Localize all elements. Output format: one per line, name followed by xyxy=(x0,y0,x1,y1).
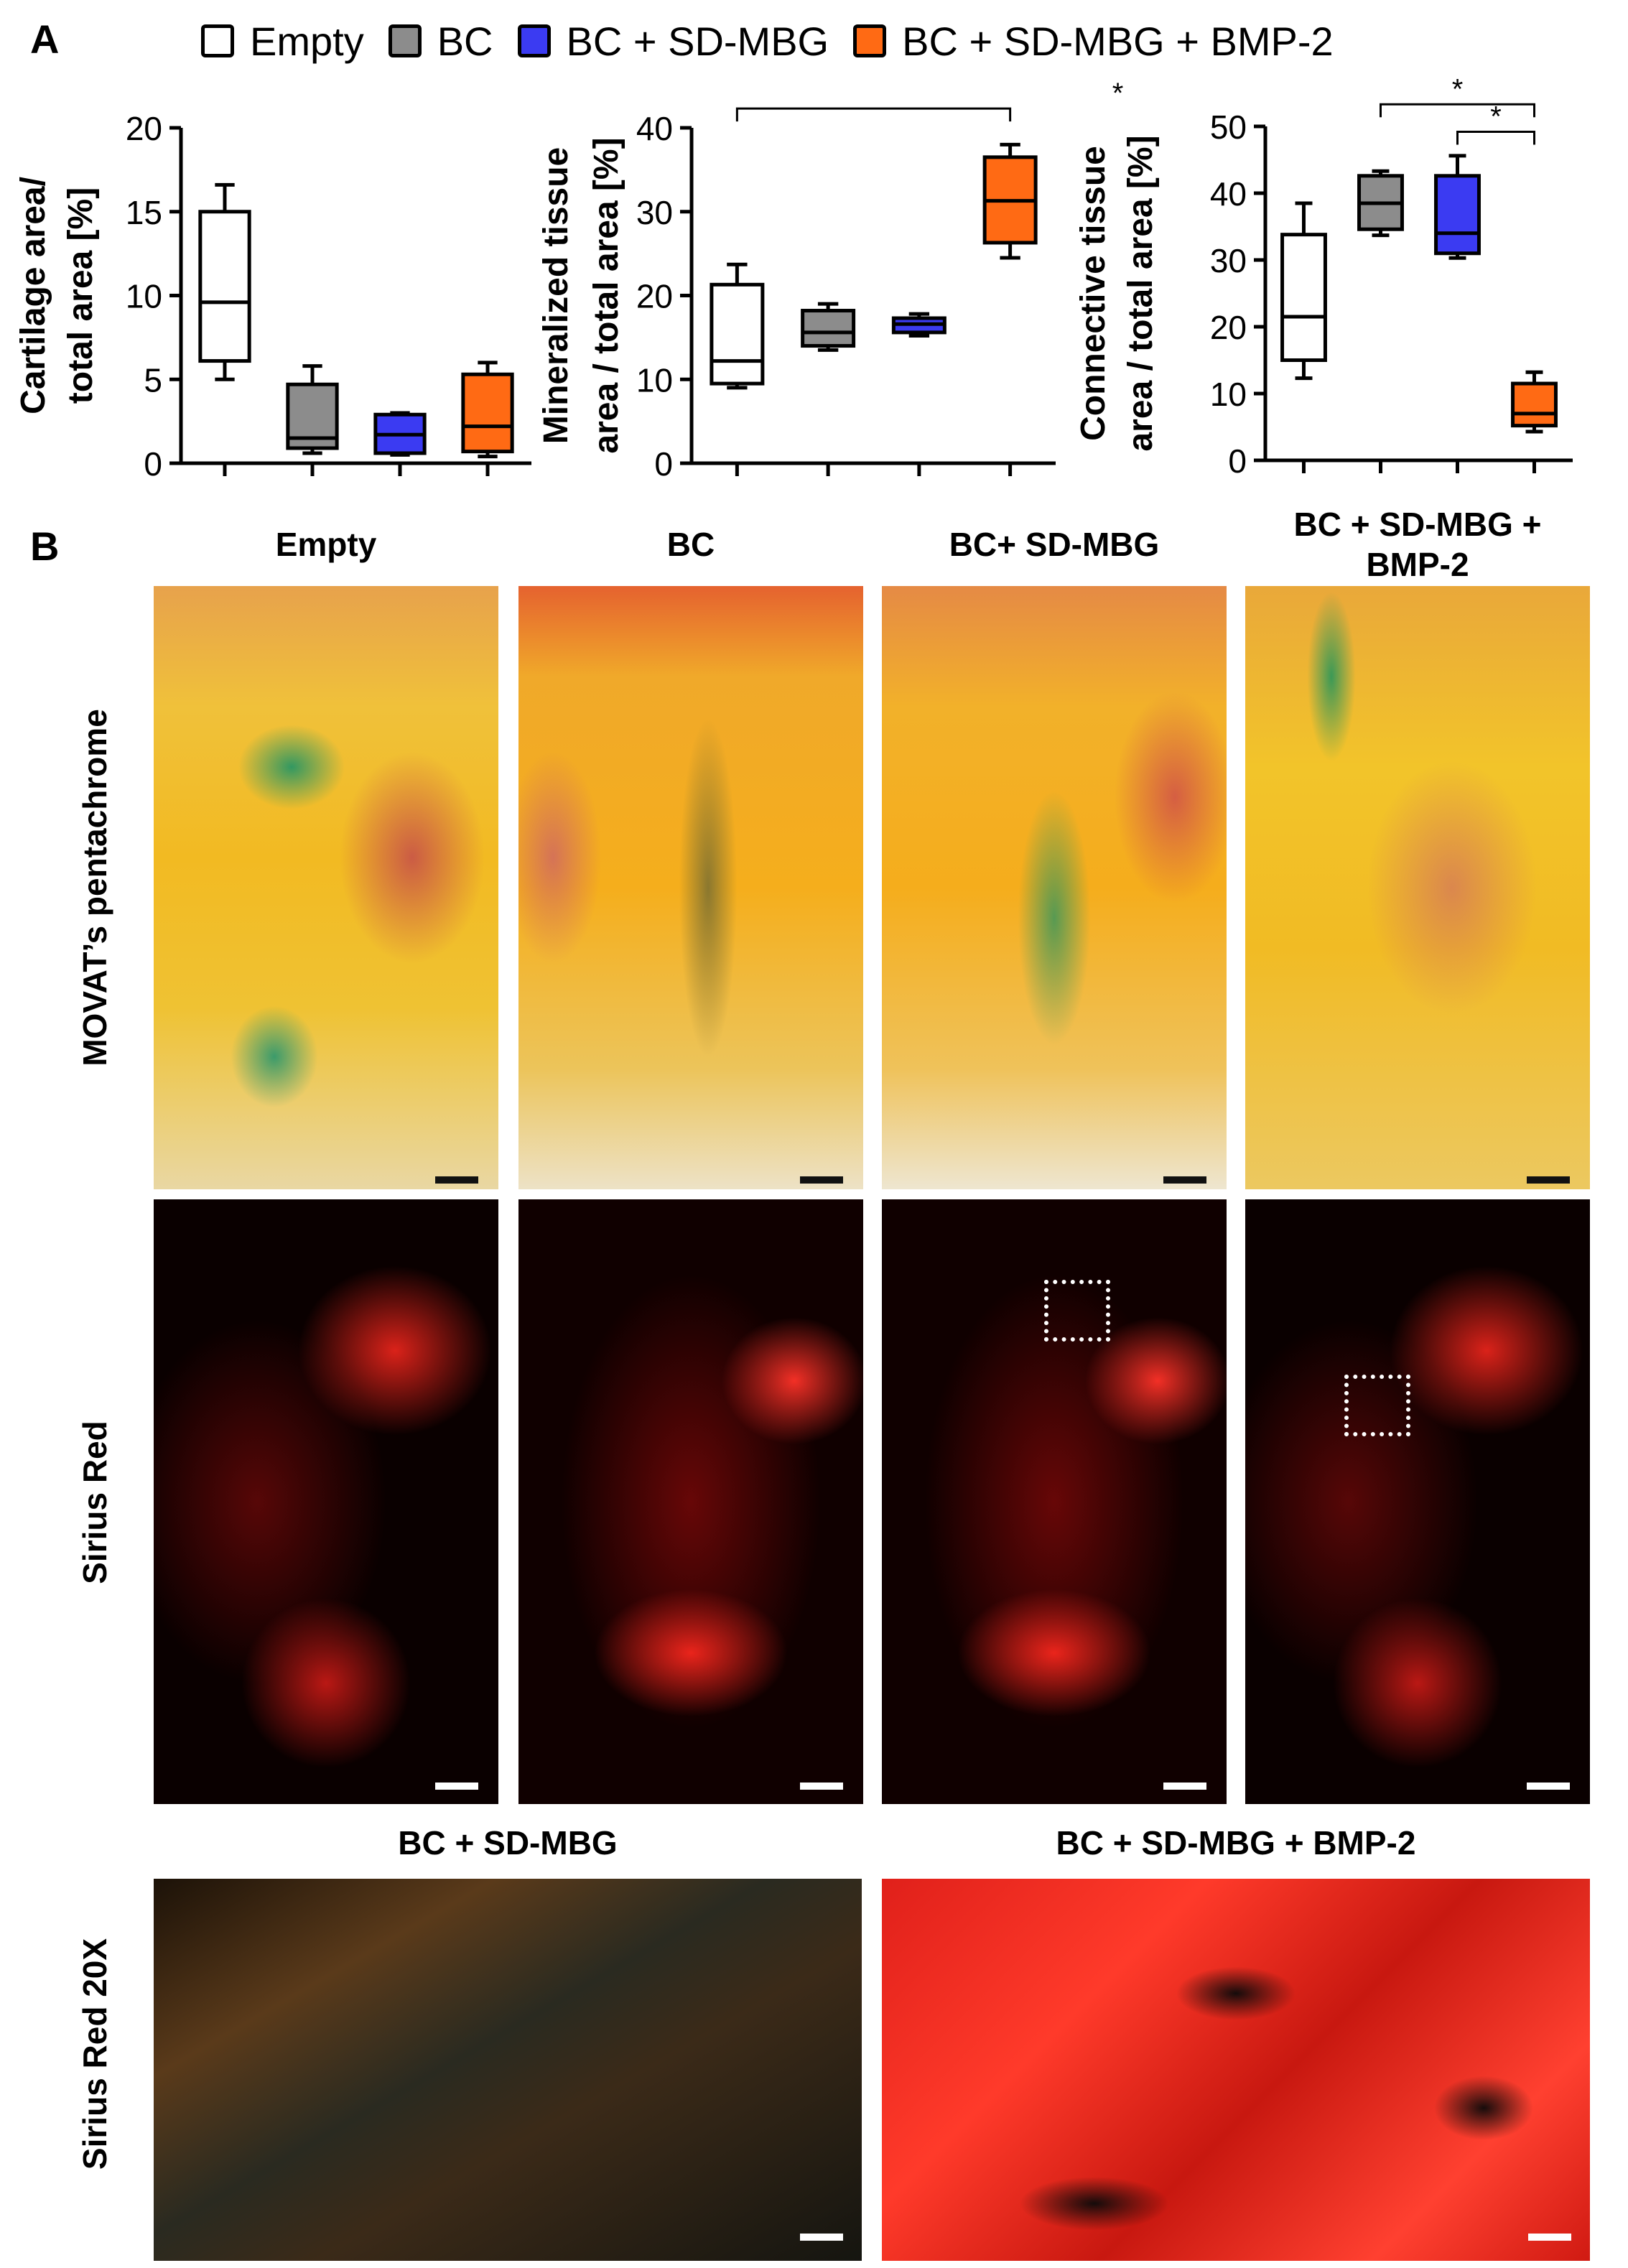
y-tick-label: 15 xyxy=(126,194,162,231)
box-plots: 0 5 10 15 20 Cartilage area/total area [%] 0 10… xyxy=(14,73,1573,483)
scale-bar xyxy=(1163,1783,1206,1790)
image-movat-bc-sd-mbg-bmp2 xyxy=(1245,586,1590,1189)
legend-label: BC + SD-MBG + BMP-2 xyxy=(902,18,1334,64)
y-axis-label: area / total area [%] xyxy=(587,137,625,453)
image-movat-bc-sd-mbg xyxy=(882,586,1227,1189)
y-axis-label: Mineralized tissue xyxy=(537,147,575,444)
y-tick-label: 30 xyxy=(636,194,673,231)
scale-bar xyxy=(1527,1176,1570,1184)
box xyxy=(801,309,856,348)
legend: Empty BC BC + SD-MBG BC + SD-MBG + BMP-2 xyxy=(201,16,1358,66)
box xyxy=(1434,174,1481,256)
panel-a-letter: A xyxy=(30,17,60,62)
zoom-title-bc-sd-mbg-bmp2: BC + SD-MBG + BMP-2 xyxy=(1056,1824,1416,1862)
row-title-sirius-red: Sirius Red xyxy=(76,1421,113,1584)
y-tick-label: 5 xyxy=(144,361,162,399)
box xyxy=(710,282,765,386)
y-axis-label: total area [%] xyxy=(62,187,100,404)
zoom-title-bc-sd-mbg: BC + SD-MBG xyxy=(398,1824,618,1862)
significance-bracket xyxy=(1456,130,1535,145)
legend-label: BC + SD-MBG xyxy=(566,18,829,64)
legend-swatch-bc-sd-mbg xyxy=(517,24,551,57)
box xyxy=(198,210,251,363)
image-movat-bc xyxy=(518,586,863,1189)
image-sirius-20x-bc-sd-mbg xyxy=(154,1879,862,2261)
legend-item-bc-sd-mbg-bmp2: BC + SD-MBG + BMP-2 xyxy=(853,18,1334,65)
scale-bar xyxy=(800,2234,843,2241)
scale-bar xyxy=(1163,1176,1206,1184)
column-title-bc-sd-mbg: BC+ SD-MBG xyxy=(949,526,1160,563)
column-title-empty: Empty xyxy=(275,526,377,563)
box xyxy=(1511,381,1558,428)
scale-bar xyxy=(800,1176,843,1184)
y-tick-label: 50 xyxy=(1210,108,1247,146)
column-title-bc: BC xyxy=(666,526,715,563)
y-tick-label: 10 xyxy=(126,278,162,315)
scale-bar xyxy=(435,1176,478,1184)
legend-swatch-bc-sd-mbg-bmp2 xyxy=(853,24,887,57)
y-tick-label: 0 xyxy=(144,445,162,483)
y-axis-label: area / total area [%] xyxy=(1122,135,1160,451)
row-title-movat: MOVAT’s pentachrome xyxy=(76,709,113,1066)
y-axis-label: Cartilage area/ xyxy=(14,177,52,414)
y-tick-label: 10 xyxy=(636,361,673,399)
legend-swatch-bc xyxy=(388,24,422,57)
column-title-bc-sd-mbg-bmp2: BC + SD-MBG + BMP-2 xyxy=(1293,506,1542,583)
panel-b-letter: B xyxy=(30,524,60,569)
y-tick-label: 20 xyxy=(126,110,162,147)
significance-label: * xyxy=(1452,73,1464,105)
significance-label: * xyxy=(1490,101,1502,132)
roi-marker xyxy=(1344,1375,1410,1436)
significance-bracket xyxy=(1380,103,1535,118)
legend-label: BC xyxy=(437,18,493,64)
box xyxy=(461,372,514,454)
y-tick-label: 20 xyxy=(636,278,673,315)
y-tick-label: 30 xyxy=(1210,242,1247,279)
y-tick-label: 40 xyxy=(636,110,673,147)
box xyxy=(1280,233,1327,362)
legend-label: Empty xyxy=(250,18,364,64)
image-sirius-empty xyxy=(154,1199,498,1804)
y-tick-label: 40 xyxy=(1210,175,1247,213)
y-tick-label: 0 xyxy=(1228,442,1247,480)
legend-swatch-empty xyxy=(201,24,234,57)
y-tick-label: 10 xyxy=(1210,376,1247,413)
scale-bar xyxy=(435,1783,478,1790)
scale-bar xyxy=(1527,1783,1570,1790)
significance-label: * xyxy=(1112,78,1124,109)
scale-bar xyxy=(800,1783,843,1790)
image-movat-empty xyxy=(154,586,498,1189)
image-sirius-20x-bc-sd-mbg-bmp2 xyxy=(882,1879,1590,2261)
legend-item-bc-sd-mbg: BC + SD-MBG xyxy=(517,18,829,65)
scale-bar xyxy=(1528,2234,1571,2241)
image-sirius-bc-sd-mbg-bmp2 xyxy=(1245,1199,1590,1804)
legend-item-empty: Empty xyxy=(201,18,364,65)
significance-bracket xyxy=(735,107,1012,122)
row-title-sirius-red-20x: Sirius Red 20X xyxy=(76,1938,113,2170)
image-sirius-bc-sd-mbg xyxy=(882,1199,1227,1804)
y-axis-label: Connective tissue xyxy=(1074,146,1112,441)
legend-item-bc: BC xyxy=(388,18,493,65)
y-tick-label: 20 xyxy=(1210,309,1247,346)
y-tick-label: 0 xyxy=(654,445,673,483)
image-sirius-bc xyxy=(518,1199,863,1804)
roi-marker xyxy=(1044,1280,1110,1342)
